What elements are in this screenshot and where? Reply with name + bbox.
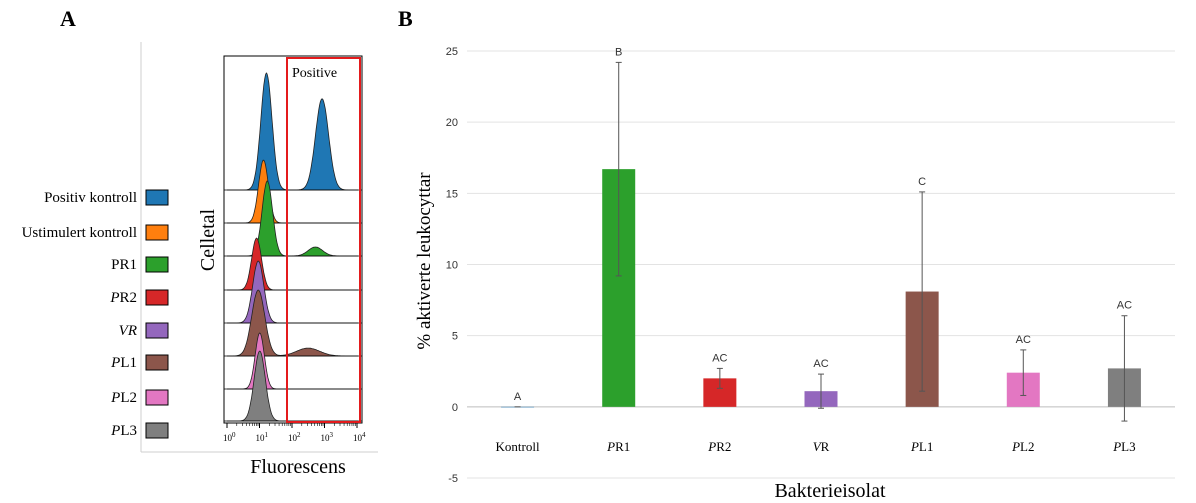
y-tick-label: 5 — [452, 331, 458, 343]
legend-label: Ustimulert kontroll — [22, 225, 137, 241]
x-tick-label: VR — [813, 439, 830, 454]
legend-label: VR — [119, 323, 137, 339]
x-tick-label: 100 — [223, 431, 236, 443]
x-tick-label: 102 — [288, 431, 301, 443]
y-tick-labels: -5 0 5 10 15 20 25 — [446, 46, 458, 485]
x-tick-label: PL2 — [1011, 439, 1034, 454]
x-tick-label: PR2 — [707, 439, 731, 454]
y-tick-label: 20 — [446, 117, 458, 129]
significance-letter: AC — [813, 358, 828, 370]
y-tick-label: 10 — [446, 260, 458, 272]
legend-label: PL3 — [110, 423, 137, 439]
error-bars — [514, 61, 1128, 422]
significance-letters: A B AC AC C AC AC — [514, 46, 1132, 402]
histogram-pr1 — [227, 180, 358, 257]
x-tick-label: PL1 — [910, 439, 933, 454]
significance-letter: AC — [1016, 334, 1031, 346]
histogram-pl3 — [227, 350, 358, 422]
significance-letter: AC — [712, 352, 727, 364]
b-y-axis-label: % aktiverte leukocyttar — [414, 172, 435, 350]
positive-gate — [286, 57, 361, 423]
significance-letter: AC — [1117, 300, 1132, 312]
x-tick-label: PR1 — [606, 439, 630, 454]
plot-frame — [223, 55, 363, 424]
y-tick-label: 25 — [446, 46, 458, 58]
x-tick-label: 101 — [256, 431, 269, 443]
x-axis-label: Fluorescens — [250, 456, 346, 478]
histogram-pr2 — [227, 237, 358, 291]
legend-label: PL2 — [110, 390, 137, 406]
significance-letter: B — [615, 46, 622, 58]
legend-swatch — [145, 289, 169, 306]
legend-swatch — [145, 224, 169, 241]
y-tick-label: 0 — [452, 402, 458, 414]
gate-label: Positive — [292, 66, 337, 81]
panel-b-bar-chart: -5 0 5 10 15 20 25 A B AC AC C AC AC Kontroll PR1 PR2 V… — [414, 46, 1175, 502]
y-tick-label: 15 — [446, 188, 458, 200]
legend-label: PR2 — [109, 290, 137, 306]
legend-swatch — [145, 256, 169, 273]
x-tick-label: PL3 — [1112, 439, 1135, 454]
histogram-positiv-kontroll — [227, 72, 358, 191]
legend-swatch — [145, 322, 169, 339]
x-axis-ticks: 100 101 102 103 104 — [223, 423, 366, 443]
panel-b-letter: B — [398, 6, 413, 31]
histogram-stack — [224, 72, 362, 422]
histogram-ustimulert-kontroll — [227, 159, 358, 224]
b-x-axis-label: Bakterieisolat — [774, 480, 886, 502]
significance-letter: C — [918, 176, 926, 188]
x-tick-label: 104 — [353, 431, 366, 443]
x-tick-label: Kontroll — [496, 439, 540, 454]
bars — [501, 169, 1141, 408]
y-axis-label: Celletal — [197, 208, 219, 271]
x-tick-labels: Kontroll PR1 PR2 VR PL1 PL2 PL3 — [496, 439, 1136, 454]
panel-a-letter: A — [60, 6, 76, 31]
significance-letter: A — [514, 391, 522, 403]
legend-swatch — [145, 354, 169, 371]
y-tick-label: -5 — [448, 473, 458, 485]
y-gridlines — [467, 50, 1175, 479]
legend-swatch — [145, 389, 169, 406]
legend: Positiv kontroll Ustimulert kontroll PR1 PR… — [22, 189, 169, 439]
panel-a: Positive 100 101 102 103 104 Celletal Fluore… — [22, 42, 378, 478]
histogram-vr — [227, 260, 358, 324]
legend-swatch — [145, 422, 169, 439]
x-tick-label: 103 — [321, 431, 334, 443]
legend-label: Positiv kontroll — [44, 190, 137, 206]
legend-label: PR1 — [111, 257, 137, 273]
legend-swatch — [145, 189, 169, 206]
legend-label: PL1 — [110, 355, 137, 371]
